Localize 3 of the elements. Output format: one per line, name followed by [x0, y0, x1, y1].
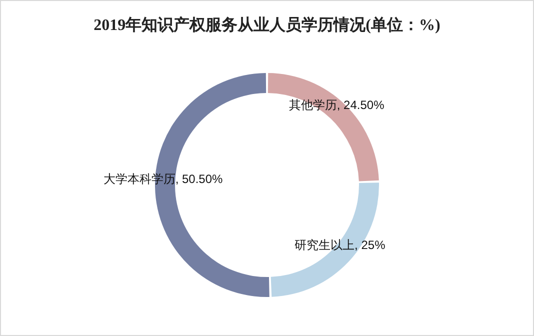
chart-title: 2019年知识产权服务从业人员学历情况(单位：%)	[94, 16, 440, 34]
slice-label: 其他学历, 24.50%	[288, 97, 384, 114]
slice-label: 研究生以上, 25%	[294, 237, 386, 254]
